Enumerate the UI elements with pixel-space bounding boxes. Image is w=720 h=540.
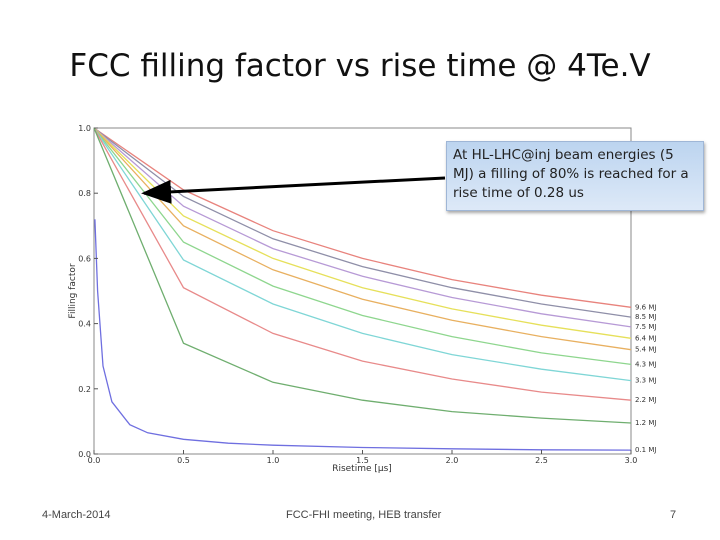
x-tick-label-6: 3.0 [625,456,638,465]
series-line-8 [93,127,632,424]
series-label-1: 8.5 MJ [635,313,656,321]
x-tick-label-0: 0.0 [88,456,101,465]
annotation-callout: At HL-LHC@inj beam energies (5 MJ) a fil… [446,141,704,211]
series-line-5 [93,127,632,366]
x-tick-label-4: 2.0 [446,456,459,465]
series-line-3 [93,127,632,339]
callout-arrow [141,176,446,204]
series-label-0: 9.6 MJ [635,303,656,311]
y-tick-label-4: 0.8 [78,189,91,198]
series-label-7: 2.2 MJ [635,396,656,404]
series-line-7 [93,127,632,401]
y-tick-label-0: 0.0 [78,450,91,459]
y-tick-label-5: 1.0 [78,124,91,133]
series-label-4: 5.4 MJ [635,346,656,354]
x-axis-label: Risetime [μs] [332,464,392,474]
series-line-1 [93,127,632,318]
series-label-2: 7.5 MJ [635,323,656,331]
x-tick-label-2: 1.0 [267,456,280,465]
footer-date: 4-March-2014 [42,509,111,521]
x-tick-label-1: 0.5 [177,456,190,465]
series-label-3: 6.4 MJ [635,334,656,342]
series-line-4 [93,127,632,351]
series-label-8: 1.2 MJ [635,419,656,427]
y-tick-label-2: 0.4 [78,320,91,329]
slide-title: FCC filling factor vs rise time @ 4Te.V [69,48,651,84]
y-axis-label: Filling factor [68,263,78,318]
y-tick-label-3: 0.6 [78,254,91,263]
x-tick-label-3: 1.5 [356,456,369,465]
series-label-6: 3.3 MJ [635,377,656,385]
series-line-2 [93,127,632,328]
page-number: 7 [670,509,677,521]
footer-meeting: FCC-FHI meeting, HEB transfer [286,509,442,521]
series-label-9: 0.1 MJ [635,446,656,454]
y-tick-label-1: 0.2 [78,385,91,394]
series-label-5: 4.3 MJ [635,360,656,368]
series-line-9 [94,219,632,451]
series-line-6 [93,127,632,382]
x-tick-label-5: 2.5 [535,456,548,465]
